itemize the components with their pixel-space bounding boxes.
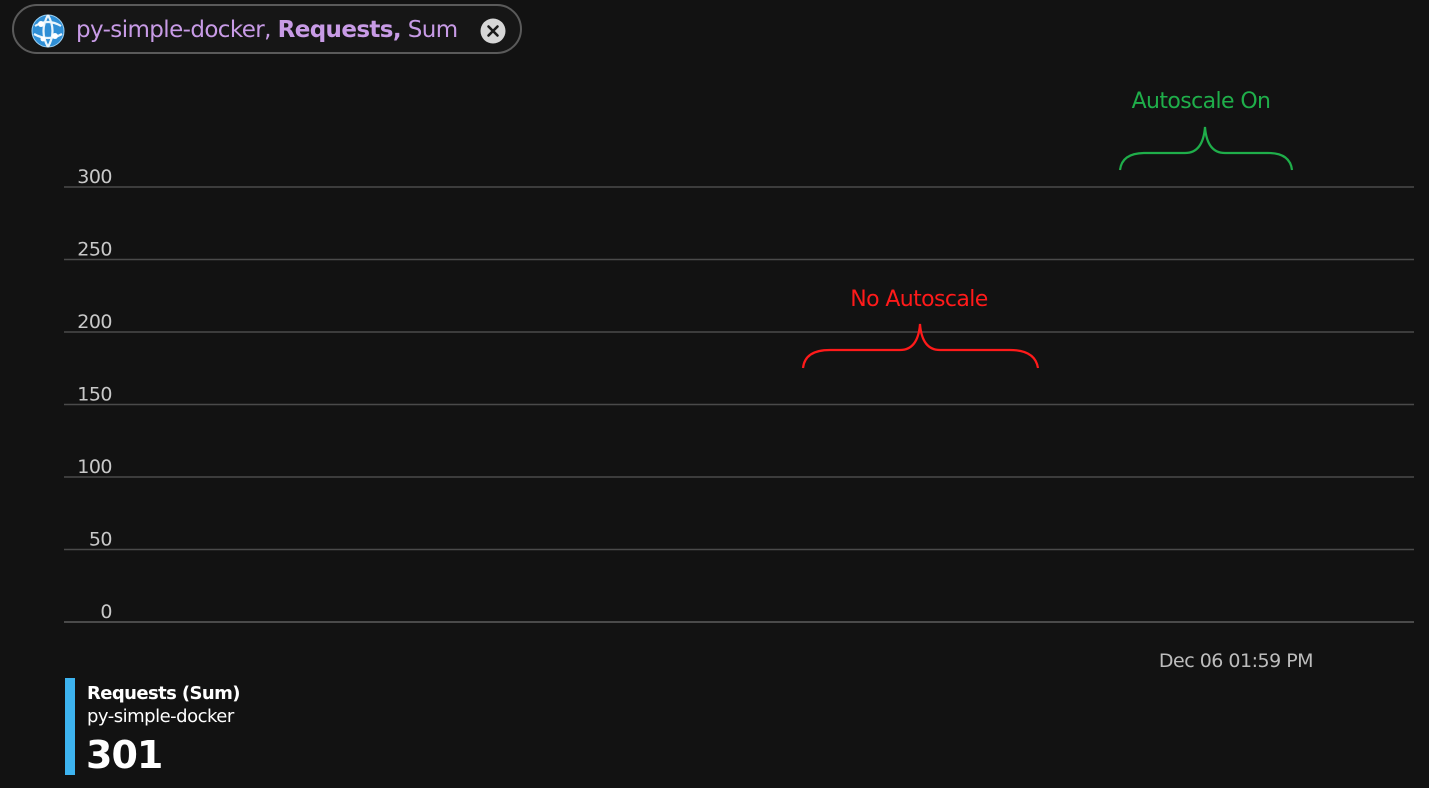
pill-resource: py-simple-docker, (76, 17, 271, 43)
autoscale-on-label: Autoscale On (1132, 89, 1271, 114)
legend-color-bar (65, 678, 75, 775)
close-icon[interactable] (480, 18, 506, 44)
y-tick-label: 150 (77, 384, 112, 406)
y-tick-label: 100 (77, 456, 112, 478)
y-tick-label: 200 (77, 311, 112, 333)
app-service-globe-icon (31, 14, 65, 48)
metric-filter-pill[interactable]: py-simple-docker, Requests, Sum (12, 4, 522, 54)
y-tick-label: 250 (77, 239, 112, 261)
autoscale-on-brace (1118, 126, 1294, 171)
pill-aggregation: Sum (407, 17, 458, 43)
y-tick-label: 50 (89, 529, 112, 551)
y-tick-label: 300 (77, 166, 112, 188)
legend-resource: py-simple-docker (87, 706, 234, 727)
no-autoscale-brace (801, 323, 1040, 369)
pill-metric: Requests, (277, 17, 402, 43)
y-tick-label: 0 (100, 601, 112, 623)
grid-lines (64, 186, 1414, 623)
no-autoscale-label: No Autoscale (850, 287, 988, 312)
y-axis-ticks: 0 50 100 150 200 250 300 (77, 166, 112, 623)
cursor-timestamp-label: Dec 06 01:59 PM (1159, 650, 1313, 672)
legend-title: Requests (Sum) (87, 683, 240, 704)
filter-pill-label: py-simple-docker, Requests, Sum (76, 17, 458, 43)
legend-value: 301 (86, 733, 163, 777)
